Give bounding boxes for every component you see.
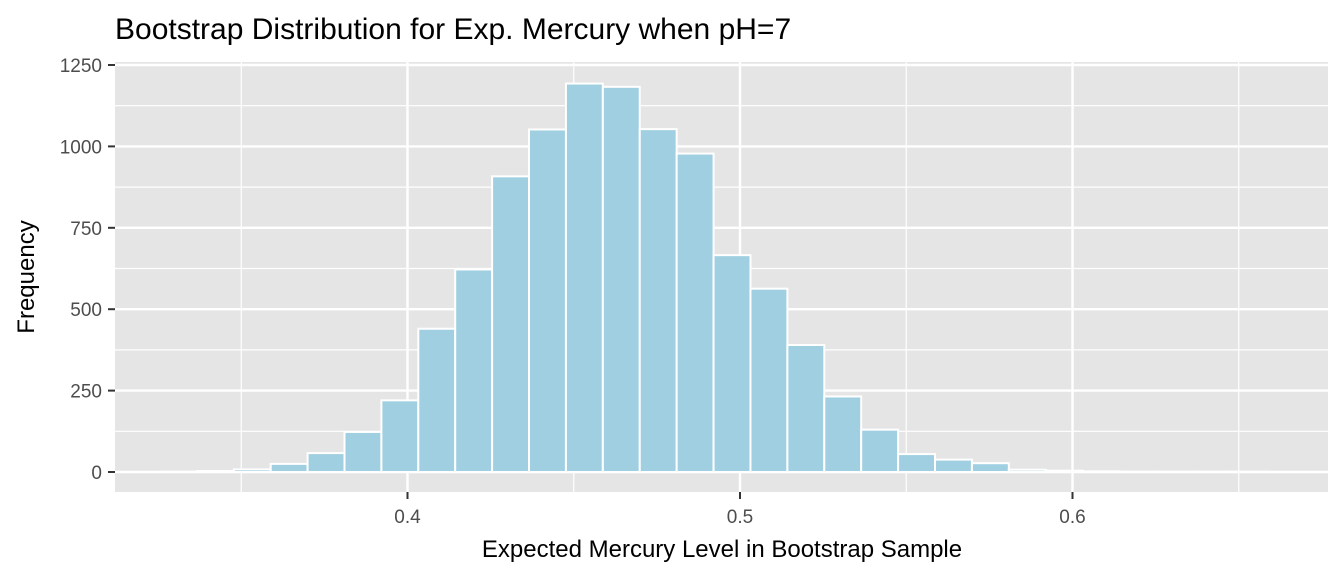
y-tick-label: 250 (70, 382, 102, 403)
y-tick-label: 500 (70, 300, 102, 321)
histogram-bar (417, 327, 457, 473)
y-tick-label: 0 (91, 463, 102, 484)
histogram-bar (528, 128, 567, 473)
y-axis-title: Frequency (13, 220, 40, 333)
x-tick-label: 0.4 (394, 507, 421, 528)
histogram-bar (232, 468, 272, 474)
histogram-bar (823, 395, 863, 473)
histogram-bar (1081, 470, 1121, 473)
histogram-bar (675, 152, 715, 473)
y-axis: 0 250 500 750 1000 1250 (60, 56, 115, 484)
chart-title: Bootstrap Distribution for Exp. Mercury … (115, 13, 791, 46)
histogram-bar (786, 344, 826, 473)
histogram-bar (970, 462, 1010, 474)
histogram-bars (158, 82, 1269, 474)
histogram-bar (306, 452, 346, 474)
x-axis-title: Expected Mercury Level in Bootstrap Samp… (482, 536, 962, 563)
histogram-bar (860, 428, 900, 473)
histogram-bar (491, 175, 531, 473)
x-tick-label: 0.5 (727, 507, 753, 528)
histogram-bar (897, 453, 937, 474)
histogram-bar (1007, 468, 1047, 473)
histogram-bar (269, 462, 309, 473)
y-tick-label: 750 (70, 219, 102, 240)
histogram-bar (712, 254, 752, 473)
y-tick-label: 1000 (60, 137, 102, 158)
histogram-bar (564, 82, 604, 473)
histogram-bar (1044, 469, 1084, 474)
histogram-bar (749, 287, 789, 473)
histogram-bar (601, 85, 641, 474)
x-axis: 0.4 0.5 0.6 (394, 492, 1086, 528)
histogram-bar (638, 128, 678, 474)
y-tick-label: 1250 (60, 56, 102, 77)
histogram-bar (454, 268, 494, 473)
histogram-bar (343, 430, 383, 474)
histogram-bar (380, 399, 420, 474)
x-tick-label: 0.6 (1059, 507, 1085, 528)
histogram-bar (195, 470, 235, 473)
histogram-bar (934, 458, 973, 473)
